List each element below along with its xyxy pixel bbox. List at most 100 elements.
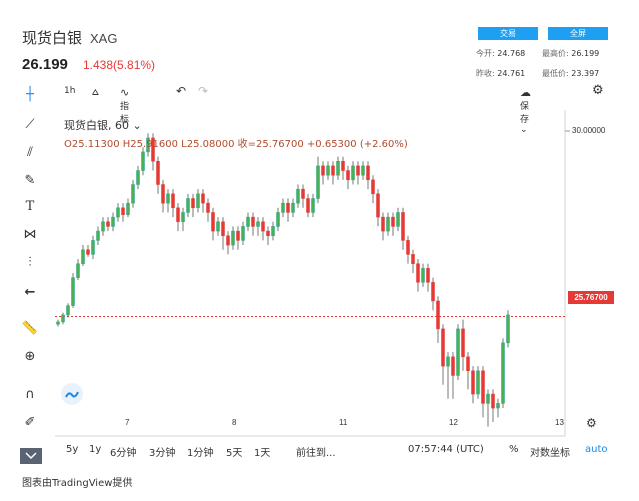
percent-toggle[interactable]: % — [509, 444, 519, 455]
candle-body — [491, 393, 495, 409]
candle-body — [246, 216, 250, 227]
auto-scale-toggle[interactable]: auto — [585, 444, 608, 455]
candle-body — [291, 202, 295, 213]
chevron-down-icon: ⌄ — [129, 119, 142, 132]
candle-body — [166, 193, 170, 204]
candle-body — [426, 268, 430, 283]
candle-body — [201, 193, 205, 204]
trade-button[interactable]: 交易 — [478, 27, 538, 40]
candle-body — [346, 170, 350, 181]
candle-body — [306, 198, 310, 213]
candle-body — [386, 216, 390, 232]
candle-body — [261, 221, 265, 232]
candle-body — [91, 240, 95, 255]
x-tick-label: 13 — [555, 418, 564, 427]
candle-body — [416, 263, 420, 283]
candle-body — [286, 202, 290, 213]
candle-body — [281, 202, 285, 213]
candle-body — [106, 221, 110, 227]
axis-settings-icon[interactable]: ⚙ — [586, 416, 597, 430]
candle-body — [126, 202, 130, 216]
candle-body — [471, 370, 475, 395]
indicator-icon: ∿ — [120, 86, 130, 99]
candle-body — [476, 370, 480, 395]
candle-body — [496, 403, 500, 409]
settings-gear-icon[interactable]: ⚙ — [592, 83, 604, 98]
zoom-in-icon[interactable]: ⊕ — [24, 349, 36, 364]
magnet-icon[interactable]: ∩ — [25, 387, 35, 402]
fullscreen-button[interactable]: 全屏 — [548, 27, 608, 40]
prev-close-stat: 昨收: 24.761 — [476, 69, 526, 78]
candle-body — [401, 212, 405, 241]
candle-body — [116, 207, 120, 218]
instrument-symbol: XAG — [90, 31, 118, 46]
ruler-icon[interactable]: 📏 — [21, 321, 39, 336]
x-tick-label: 8 — [232, 418, 237, 427]
redo-icon[interactable]: ↷ — [198, 84, 209, 98]
back-arrow-icon[interactable]: ← — [24, 285, 36, 300]
last-price: 26.199 — [22, 56, 68, 73]
candle-body — [206, 202, 210, 213]
series-legend[interactable]: 现货白银, 60 ⌄ — [64, 119, 142, 132]
log-scale-toggle[interactable]: 对数坐标 — [530, 448, 570, 459]
candle-type-icon[interactable]: ⩟ — [92, 85, 99, 98]
candle-body — [221, 221, 225, 236]
candle-body — [351, 165, 355, 181]
candle-body — [71, 277, 75, 306]
fib-tool-icon[interactable]: ⫽ — [27, 145, 33, 160]
clock-readout[interactable]: 07:57:44 (UTC) — [408, 444, 484, 455]
range-6m[interactable]: 6分钟 — [110, 448, 137, 459]
tradingview-logo-icon[interactable] — [61, 383, 83, 405]
range-3m[interactable]: 3分钟 — [149, 448, 176, 459]
candle-body — [446, 356, 450, 367]
text-tool-icon[interactable]: T — [25, 199, 35, 214]
candle-body — [431, 282, 435, 302]
range-5d[interactable]: 5天 — [226, 448, 243, 459]
range-1d[interactable]: 1天 — [254, 448, 271, 459]
chevron-down-icon: ⌄ — [520, 125, 528, 135]
candle-body — [356, 165, 360, 176]
range-1m[interactable]: 1分钟 — [187, 448, 214, 459]
candle-body — [301, 188, 305, 199]
lock-drawing-icon[interactable]: ✐ — [24, 415, 36, 430]
candle-body — [136, 170, 140, 185]
brush-icon[interactable]: ✎ — [24, 173, 36, 188]
candle-body — [176, 207, 180, 223]
save-button[interactable]: ☁ 保存 ⌄ — [520, 86, 531, 135]
candle-body — [131, 184, 135, 204]
candle-body — [361, 165, 365, 176]
candle-body — [121, 207, 125, 216]
candle-body — [336, 160, 340, 176]
range-1y[interactable]: 1y — [89, 444, 102, 455]
candle-body — [451, 356, 455, 376]
goto-date-button[interactable]: 前往到... — [296, 448, 336, 459]
candle-body — [256, 221, 260, 227]
ohlc-readout: O25.11300 H25.91600 L25.08000 收=25.76700… — [64, 139, 408, 150]
candle-body — [421, 268, 425, 283]
candle-body — [156, 160, 160, 185]
indicators-button[interactable]: ∿指标 — [120, 86, 130, 125]
candle-body — [196, 193, 200, 209]
crosshair-icon[interactable]: ┼ — [26, 87, 34, 102]
candle-body — [331, 165, 335, 176]
candle-body — [111, 216, 115, 227]
candle-body — [151, 137, 155, 162]
high-stat: 最高价: 26.199 — [542, 49, 600, 58]
open-stat: 今开: 24.768 — [476, 49, 526, 58]
candle-body — [61, 314, 65, 323]
candle-body — [171, 193, 175, 209]
trendline-icon[interactable]: ⟋ — [25, 117, 35, 132]
pattern-tool-icon[interactable]: ⋈ — [23, 227, 37, 242]
undo-icon[interactable]: ↶ — [176, 84, 187, 98]
candle-body — [86, 249, 90, 255]
collapse-button[interactable] — [20, 448, 42, 464]
range-5y[interactable]: 5y — [66, 444, 79, 455]
candle-body — [506, 314, 510, 344]
candle-body — [216, 221, 220, 232]
candle-body — [316, 165, 320, 199]
candle-body — [211, 212, 215, 232]
candles-group — [56, 133, 510, 427]
interval-selector[interactable]: 1h — [64, 86, 76, 96]
prediction-tool-icon[interactable]: ⫶ — [28, 255, 32, 270]
